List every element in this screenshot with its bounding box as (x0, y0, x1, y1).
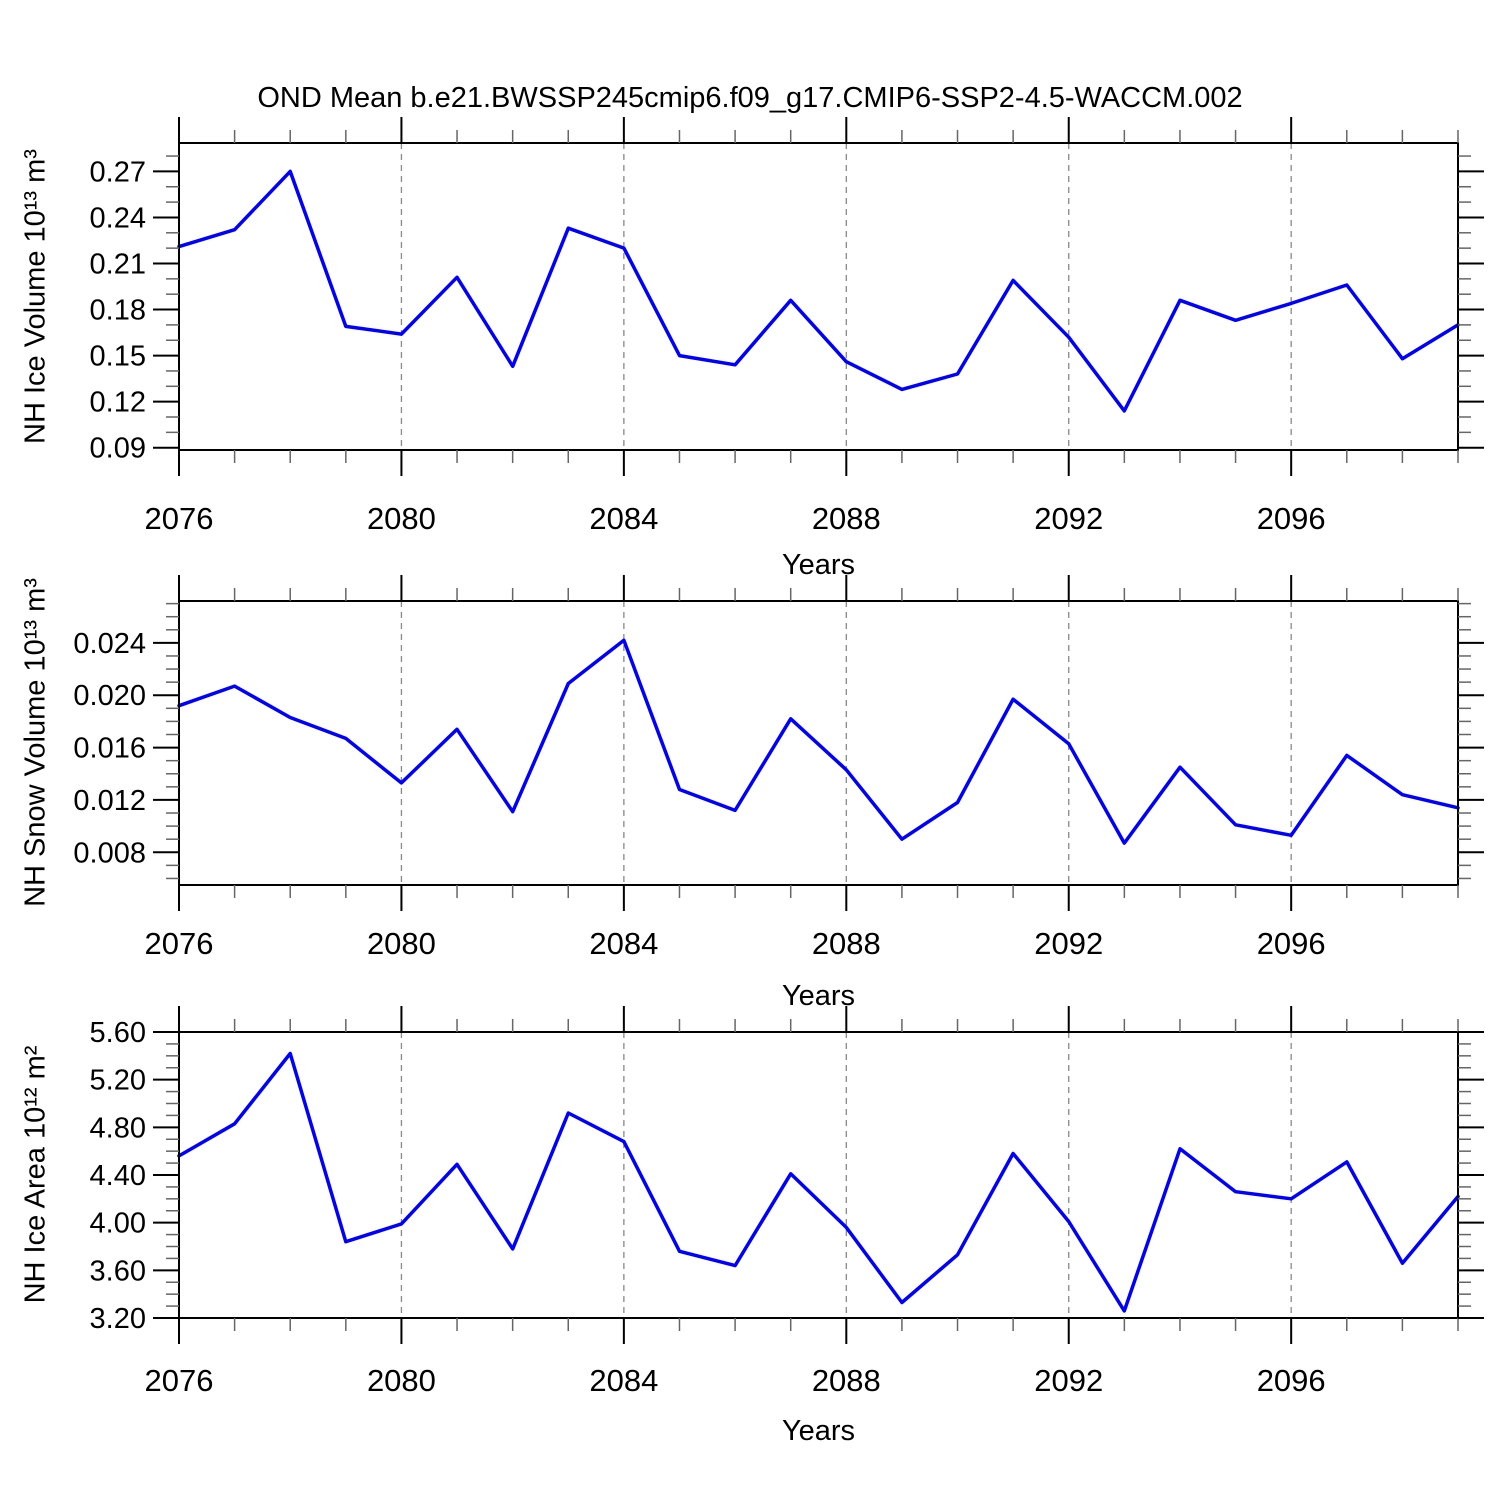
x-tick-label: 2088 (812, 1363, 881, 1398)
figure-title: OND Mean b.e21.BWSSP245cmip6.f09_g17.CMI… (257, 82, 1243, 114)
y-tick-label: 0.09 (90, 433, 146, 465)
y-tick-label: 4.80 (90, 1112, 146, 1144)
y-tick-label: 0.016 (73, 733, 146, 765)
y-tick-label: 3.20 (90, 1303, 146, 1335)
x-tick-label: 2076 (145, 926, 214, 961)
y-tick-label: 0.18 (90, 295, 146, 327)
y-tick-label: 4.40 (90, 1160, 146, 1192)
x-tick-label: 2080 (367, 1363, 436, 1398)
ticks (153, 117, 1484, 476)
y-tick-label: 5.60 (90, 1017, 146, 1049)
x-tick-label: 2096 (1257, 501, 1326, 536)
y-tick-label: 0.12 (90, 387, 146, 419)
x-tick-label: 2076 (145, 501, 214, 536)
x-tick-label: 2080 (367, 926, 436, 961)
data-line (177, 169, 1460, 413)
y-axis-title-ice-area: NH Ice Area 10¹² m² (19, 1045, 52, 1304)
plot-frame (178, 142, 1459, 451)
y-tick-label: 0.27 (90, 156, 146, 188)
y-tick-label: 0.012 (73, 785, 146, 817)
x-tick-label: 2080 (367, 501, 436, 536)
panel-nh-ice-volume: 2076 2080 2084 2088 2092 2096 0.27 0.24 0.21 0.18… (90, 117, 1484, 536)
y-tick-label: 0.21 (90, 248, 146, 280)
x-tick-label: 2092 (1034, 1363, 1103, 1398)
y-tick-label: 0.024 (73, 628, 146, 660)
x-axis-title-panel-1: Years (781, 549, 856, 581)
x-tick-label: 2088 (812, 501, 881, 536)
y-tick-label: 0.15 (90, 341, 146, 373)
plot-frame (178, 1031, 1459, 1319)
y-tick-label: 4.00 (90, 1208, 146, 1240)
y-tick-label: 0.020 (73, 680, 146, 712)
y-tick-label: 0.24 (90, 202, 146, 234)
x-tick-label: 2096 (1257, 926, 1326, 961)
x-tick-label: 2076 (145, 1363, 214, 1398)
x-tick-label: 2092 (1034, 501, 1103, 536)
x-tick-label: 2096 (1257, 1363, 1326, 1398)
x-axis-title-panel-3: Years (781, 1415, 856, 1447)
panel-nh-snow-volume: 2076 2080 2084 2088 2092 2096 0.024 0.020 0.016 0… (73, 575, 1484, 961)
panel-nh-ice-area: 2076 2080 2084 2088 2092 2096 5.60 5.20 4.80 4.40… (90, 1006, 1484, 1398)
y-tick-label: 5.20 (90, 1065, 146, 1097)
x-tick-label: 2092 (1034, 926, 1103, 961)
data-line (177, 1051, 1460, 1313)
plot-frame (178, 600, 1459, 886)
x-axis-title-panel-2: Years (781, 980, 856, 1012)
ticks (153, 575, 1484, 911)
x-tick-label: 2084 (589, 926, 658, 961)
x-tick-label: 2084 (589, 1363, 658, 1398)
x-tick-label: 2088 (812, 926, 881, 961)
y-tick-label: 3.60 (90, 1255, 146, 1287)
ticks (153, 1006, 1484, 1344)
y-tick-label: 0.008 (73, 837, 146, 869)
data-line (177, 638, 1460, 845)
x-tick-label: 2084 (589, 501, 658, 536)
